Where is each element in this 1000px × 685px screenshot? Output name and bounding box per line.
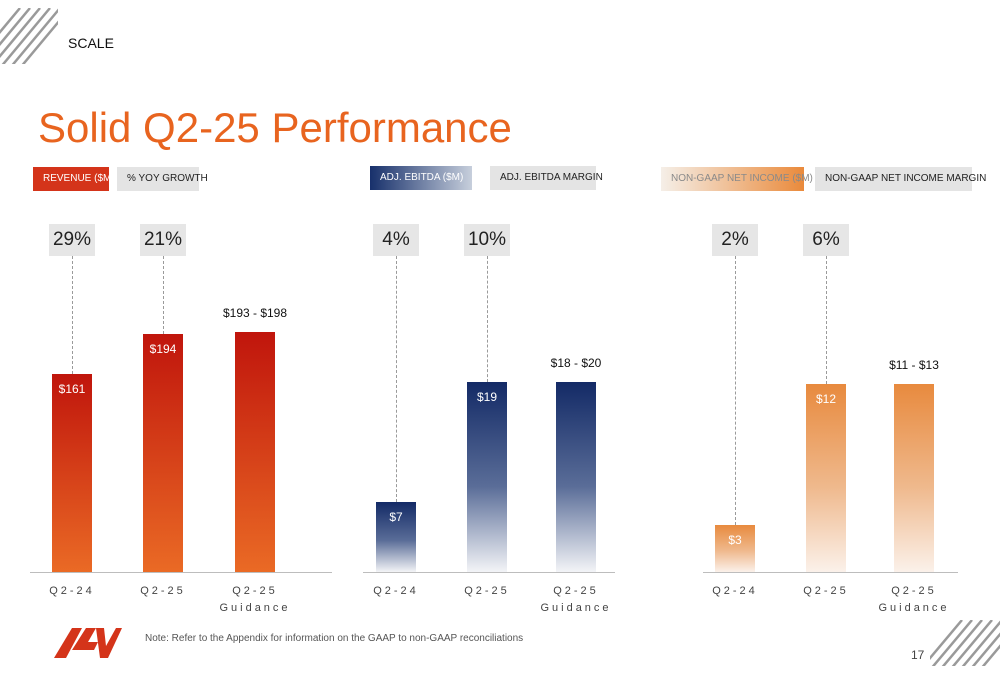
- growth-pct-box: 4%: [373, 224, 419, 256]
- page-number: 17: [911, 648, 925, 662]
- bar-value-label: $12: [815, 391, 837, 406]
- x-axis-label-line: Q2-25: [891, 585, 937, 597]
- x-axis-label: Q2-25: [103, 583, 223, 600]
- chart-baseline: [363, 572, 615, 573]
- bar-value-label: $7: [389, 510, 403, 524]
- x-axis-label-line: Q2-25: [464, 585, 510, 597]
- growth-connector-line: [396, 256, 397, 502]
- x-axis-label-line: Q2-25: [803, 585, 849, 597]
- section-label: SCALE: [68, 35, 114, 51]
- x-axis-label: Q2-25: [427, 583, 547, 600]
- bar-value-label: $161: [58, 382, 86, 397]
- growth-connector-line: [72, 256, 73, 375]
- bar-q2-25: [467, 382, 507, 572]
- chart-baseline: [703, 572, 958, 573]
- x-axis-label-line: Guidance: [878, 602, 950, 614]
- bar-value-label: $194: [149, 341, 177, 356]
- x-axis-label-line: Q2-24: [49, 585, 95, 597]
- legend-non-gaap-net-income: NON-GAAP NET INCOME ($M): [661, 167, 813, 191]
- x-axis-label: Q2-25 Guidance: [195, 583, 315, 617]
- stripes-decoration-top: [0, 8, 58, 64]
- growth-pct-box: 2%: [712, 224, 758, 256]
- bar-q2-24: [52, 374, 92, 572]
- x-axis-label-line: Q2-24: [712, 585, 758, 597]
- x-axis-label-line: Q2-25: [553, 585, 599, 597]
- bar-q2-25-guidance: [556, 382, 596, 572]
- growth-connector-line: [735, 256, 736, 525]
- footnote: Note: Refer to the Appendix for informat…: [145, 633, 524, 644]
- bar-q2-24: [376, 502, 416, 572]
- growth-connector-line: [826, 256, 827, 384]
- x-axis-label: Q2-24: [336, 583, 456, 600]
- growth-pct-box: 29%: [49, 224, 95, 256]
- bar-q2-25: [143, 333, 183, 572]
- growth-pct-box: 6%: [803, 224, 849, 256]
- stripes-decoration-bottom: [930, 620, 1000, 666]
- bar-guidance-label: $11 - $13: [889, 357, 939, 372]
- x-axis-label: Q2-25 Guidance: [516, 583, 636, 617]
- legend-adj-ebitda-margin: ADJ. EBITDA MARGIN: [490, 166, 603, 190]
- growth-pct-box: 21%: [140, 224, 186, 256]
- legend-non-gaap-net-income-margin: NON-GAAP NET INCOME MARGIN: [815, 167, 986, 191]
- x-axis-label: Q2-24: [12, 583, 132, 600]
- legend-yoy-growth: % YOY GROWTH: [117, 167, 208, 191]
- bar-q2-25-guidance: [235, 332, 275, 572]
- x-axis-label-line: Guidance: [219, 602, 291, 614]
- x-axis-label-line: Q2-24: [373, 585, 419, 597]
- legend-adj-ebitda: ADJ. EBITDA ($M): [370, 166, 472, 190]
- bar-guidance-label: $193 - $198: [222, 306, 288, 321]
- x-axis-label: Q2-24: [675, 583, 795, 600]
- bar-q2-25-guidance: [894, 383, 934, 572]
- bar-guidance-label: $18 - $20: [550, 356, 602, 370]
- bar-value-label: $3: [728, 532, 742, 547]
- x-axis-label: Q2-25 Guidance: [854, 583, 974, 617]
- growth-connector-line: [163, 256, 164, 334]
- bar-value-label: $19: [476, 390, 498, 404]
- bar-q2-24: [715, 524, 755, 572]
- page-title: Solid Q2-25 Performance: [38, 104, 512, 151]
- x-axis-label-line: Q2-25: [232, 585, 278, 597]
- growth-connector-line: [487, 256, 488, 382]
- x-axis-label-line: Q2-25: [140, 585, 186, 597]
- bar-q2-25: [806, 383, 846, 572]
- acv-logo: [54, 628, 122, 658]
- x-axis-label: Q2-25: [766, 583, 886, 600]
- growth-pct-box: 10%: [464, 224, 510, 256]
- legend-revenue: REVENUE ($M): [33, 167, 115, 191]
- chart-baseline: [30, 572, 332, 573]
- x-axis-label-line: Guidance: [540, 602, 612, 614]
